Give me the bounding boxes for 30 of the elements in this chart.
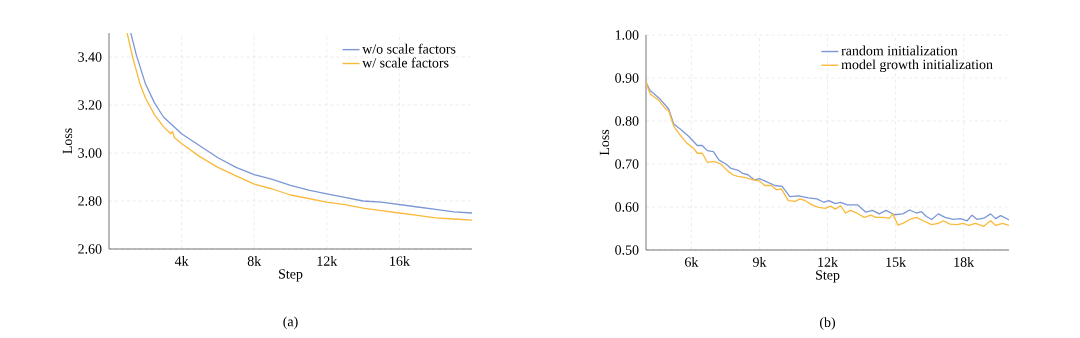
y-tick-label: 3.00 <box>78 148 102 158</box>
y-tick-label: 2.60 <box>78 244 102 254</box>
x-tick-label: 15k <box>886 256 907 267</box>
legend-label: w/ scale factors <box>362 57 449 68</box>
y-tick-label: 2.80 <box>78 196 102 206</box>
text: (a) <box>283 316 298 330</box>
y-tick-label: 3.20 <box>78 100 102 110</box>
y-tick-label: 0.80 <box>615 116 639 126</box>
y-tick-label: 0.70 <box>615 159 639 169</box>
x-axis-title: Step <box>816 270 840 283</box>
y-tick-label: 0.90 <box>615 73 639 83</box>
x-tick-label: 6k <box>685 256 699 267</box>
y-tick-label: 1.00 <box>615 30 639 40</box>
x-tick-label: 9k <box>752 256 767 267</box>
x-tick-label: 12k <box>818 256 838 267</box>
x-tick-label: 8k <box>247 255 262 266</box>
x-axis-title: Step <box>279 269 303 282</box>
y-axis-title: Loss <box>62 128 73 154</box>
x-tick-label: 18k <box>954 256 975 267</box>
y-tick-label: 0.50 <box>615 245 639 255</box>
x-tick-label: 16k <box>390 255 410 266</box>
y-axis-title: Loss <box>599 129 610 156</box>
legend-label: w/o scale factors <box>362 43 456 54</box>
y-tick-label: 3.40 <box>78 52 102 62</box>
legend-label: random initialization <box>841 45 958 56</box>
y-tick-label: 0.60 <box>615 202 639 212</box>
x-tick-label: 4k <box>174 255 189 266</box>
text: (b) <box>819 317 836 330</box>
x-tick-label: 12k <box>317 255 338 266</box>
legend-label: model growth initialization <box>841 59 993 73</box>
